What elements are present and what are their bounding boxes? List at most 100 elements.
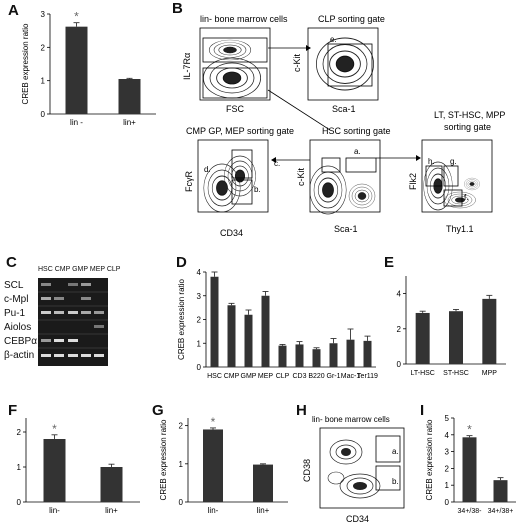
x-tick-label: Gr-1 bbox=[327, 373, 341, 380]
bar-lin- bbox=[100, 467, 123, 502]
y-tick-label: 0 bbox=[17, 498, 22, 507]
gel-image bbox=[38, 278, 108, 366]
gate-label-f: f. bbox=[464, 193, 468, 202]
x-tick-label: MPP bbox=[482, 370, 498, 377]
y-axis-label: CREB expression ratio bbox=[21, 23, 30, 104]
bar-lin- bbox=[253, 464, 273, 502]
flow-panel-h: lin- bone marrow cells a. b. CD38 CD34 bbox=[302, 415, 405, 524]
x-tick-label: CLP bbox=[276, 373, 290, 380]
arrow-lin-to-hsc bbox=[267, 89, 331, 131]
gel-gene-scl: SCL bbox=[4, 280, 24, 291]
y-tick-label: 3 bbox=[41, 10, 46, 19]
x-tick-label: CD3 bbox=[292, 373, 306, 380]
y-tick-label: 0 bbox=[397, 360, 402, 369]
gel-gene-cmpl: c-Mpl bbox=[4, 294, 29, 305]
panel-letter-a: A bbox=[8, 2, 19, 19]
flow-title-lt-1: LT, ST-HSC, MPP bbox=[434, 110, 505, 120]
bar-chart-i: 0 1 2 3 4 5 CREB expression ratio 34+/38- 34+/38… bbox=[425, 414, 516, 515]
bar-chart-e: 0 2 4 LT-HSC ST-HSC MPP bbox=[397, 276, 506, 377]
bar-cmp bbox=[227, 305, 236, 367]
gate-label-e: e. bbox=[330, 35, 337, 44]
significance-asterisk: * bbox=[467, 423, 472, 437]
flow-h-gate-a: a. bbox=[392, 447, 399, 456]
gate-label-a: a. bbox=[354, 147, 361, 156]
flow-h-title: lin- bone marrow cells bbox=[312, 415, 390, 424]
gate-rect-cmp-b bbox=[231, 179, 253, 205]
flow-title-cmp: CMP GP, MEP sorting gate bbox=[186, 126, 294, 136]
x-tick-label: 34+/38- bbox=[458, 508, 483, 515]
y-tick-label: 2 bbox=[445, 464, 450, 473]
significance-asterisk: * bbox=[74, 10, 79, 24]
flow-plot-h bbox=[319, 427, 405, 509]
bar-clp bbox=[278, 345, 287, 367]
flow-plot-lin bbox=[199, 27, 271, 101]
bar-lt-hsc bbox=[415, 312, 430, 364]
x-tick-label: ST-HSC bbox=[443, 370, 469, 377]
panel-letter-h: H bbox=[296, 402, 307, 419]
bar-gr-1 bbox=[329, 343, 338, 367]
bar-b220 bbox=[312, 349, 321, 367]
x-tick-label: 34+/38+ bbox=[488, 508, 514, 515]
y-tick-label: 4 bbox=[445, 431, 450, 440]
gel-lane-labels: HSC CMP GMP MEP CLP bbox=[38, 266, 121, 273]
y-tick-label: 1 bbox=[197, 339, 202, 348]
x-tick-label: lin - bbox=[70, 118, 83, 127]
gate-rect-h bbox=[425, 165, 443, 187]
x-tick-label: LT-HSC bbox=[410, 370, 434, 377]
bar-mep bbox=[261, 295, 270, 367]
flow-axis-ckit1: c-Kit bbox=[292, 54, 302, 72]
flow-title-lin: lin- bone marrow cells bbox=[200, 14, 288, 24]
gel-panel-c: HSC CMP GMP MEP CLP SCL c-Mpl Pu-1 Aiolo… bbox=[4, 264, 164, 374]
bar-lin- bbox=[65, 26, 88, 115]
flow-axis-flk2: Flk2 bbox=[408, 173, 418, 190]
significance-asterisk: * bbox=[52, 422, 57, 436]
gate-rect-f bbox=[443, 189, 463, 207]
flow-h-axis-y: CD38 bbox=[302, 459, 312, 482]
flow-panel-b: lin- bone marrow cells IL-7Rα FSC CLP so… bbox=[182, 14, 505, 238]
bar-chart-a: 0 1 2 3 CREB expression ratio lin - lin+ * bbox=[21, 10, 156, 127]
gate-rect-lin-top bbox=[202, 37, 268, 63]
bar-st-hsc bbox=[449, 311, 463, 364]
x-tick-label: lin- bbox=[208, 506, 219, 515]
y-tick-label: 0 bbox=[41, 110, 46, 119]
bar-34-38- bbox=[493, 480, 508, 502]
panel-letter-e: E bbox=[384, 254, 395, 271]
flow-axis-fsc: FSC bbox=[226, 104, 245, 114]
y-tick-label: 5 bbox=[445, 414, 450, 423]
bar-cd3 bbox=[295, 344, 304, 367]
gel-gene-pu1: Pu-1 bbox=[4, 308, 26, 319]
bar-lin- bbox=[203, 429, 223, 502]
flow-title-hsc: HSC sorting gate bbox=[322, 126, 391, 136]
gate-rect-h-a bbox=[375, 435, 401, 463]
y-tick-label: 4 bbox=[397, 290, 402, 299]
x-tick-label: lin+ bbox=[123, 118, 136, 127]
bar-chart-g: 0 1 2 CREB expression ratio lin-lin+ * bbox=[159, 415, 288, 515]
gate-rect-e bbox=[327, 43, 373, 87]
x-tick-label: lin+ bbox=[257, 506, 270, 515]
y-tick-label: 2 bbox=[197, 316, 202, 325]
panel-letter-i: I bbox=[420, 402, 425, 419]
gate-rect-g bbox=[443, 165, 459, 187]
panel-letter-d: D bbox=[176, 254, 187, 271]
bar-lin- bbox=[118, 79, 141, 114]
y-tick-label: 2 bbox=[41, 43, 46, 52]
y-tick-label: 3 bbox=[197, 292, 202, 301]
flow-axis-ckit2: c-Kit bbox=[296, 168, 306, 186]
gate-rect-cmp-c bbox=[231, 149, 253, 179]
flow-contours-h bbox=[327, 439, 381, 499]
x-tick-label: Mac-1 bbox=[341, 373, 361, 380]
y-tick-label: 2 bbox=[179, 422, 184, 431]
arrow-head-lt bbox=[416, 155, 421, 161]
flow-axis-il7: IL-7Rα bbox=[182, 53, 192, 80]
x-tick-label: lin+ bbox=[105, 506, 118, 515]
flow-axis-cd34: CD34 bbox=[220, 228, 243, 238]
gate-label-d: d. bbox=[204, 165, 211, 174]
flow-h-gate-b: b. bbox=[392, 477, 399, 486]
gate-label-c: c. bbox=[274, 159, 280, 168]
flow-plot-hsc bbox=[309, 139, 381, 213]
bar-chart-d: 0 1 2 3 4 CREB expression ratio HSC CMP GMP MEP CL… bbox=[177, 268, 378, 380]
flow-axis-sca1b: Sca-1 bbox=[334, 224, 358, 234]
gate-label-h: h. bbox=[428, 157, 435, 166]
x-tick-label: Ter119 bbox=[357, 373, 378, 380]
panel-letter-c: C bbox=[6, 254, 17, 271]
